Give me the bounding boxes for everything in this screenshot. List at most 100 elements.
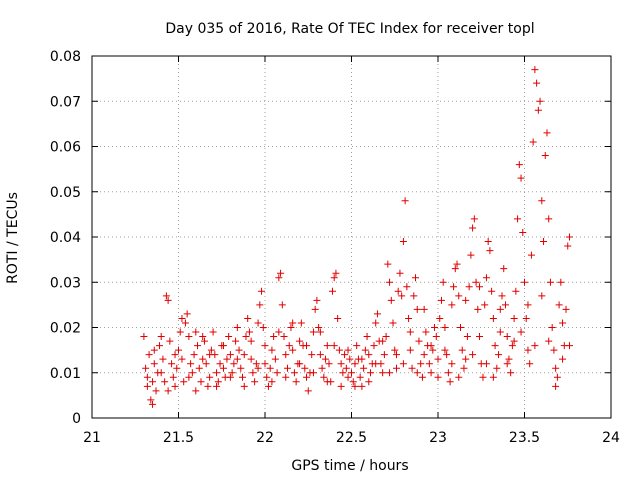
y-tick-label: 0.04 — [50, 230, 81, 246]
data-point — [181, 319, 189, 327]
data-point — [192, 328, 200, 336]
data-point — [399, 238, 407, 246]
data-point — [427, 342, 435, 350]
data-point — [303, 342, 311, 350]
data-point — [392, 364, 400, 372]
data-point — [536, 97, 544, 105]
data-point — [309, 369, 317, 377]
data-point — [510, 337, 518, 345]
data-point — [463, 333, 471, 341]
data-point — [353, 342, 361, 350]
data-point — [164, 296, 172, 304]
data-point — [271, 355, 279, 363]
data-point — [155, 342, 163, 350]
data-point — [268, 378, 276, 386]
data-point — [456, 324, 464, 331]
data-point — [244, 314, 252, 322]
x-tick-label: 23.5 — [509, 430, 540, 446]
data-point — [392, 351, 400, 359]
data-point — [240, 351, 248, 359]
data-point — [261, 360, 269, 368]
data-point — [289, 346, 297, 354]
data-point — [149, 400, 157, 408]
data-point — [171, 351, 179, 359]
data-point — [142, 364, 150, 372]
data-point — [263, 373, 271, 381]
data-point — [372, 360, 380, 368]
data-point — [199, 355, 207, 363]
data-point — [425, 360, 433, 368]
data-point — [562, 305, 570, 313]
data-point — [207, 346, 215, 354]
data-point — [470, 215, 478, 223]
data-point — [282, 351, 290, 359]
data-point — [190, 351, 198, 359]
data-point — [192, 387, 200, 395]
data-point — [495, 351, 503, 359]
data-point — [169, 373, 177, 381]
data-point — [444, 369, 452, 377]
data-point — [297, 319, 305, 327]
data-point — [427, 369, 435, 377]
data-point — [251, 378, 259, 386]
data-point — [527, 251, 535, 259]
data-point — [541, 152, 549, 160]
data-point — [143, 373, 151, 381]
data-point — [500, 265, 508, 273]
y-tick-label: 0.03 — [50, 275, 81, 291]
data-point — [526, 360, 534, 368]
data-point — [389, 319, 397, 327]
data-point — [401, 197, 409, 205]
x-tick-labels: 21 21.5 22 22.5 23 23.5 24 — [83, 430, 620, 446]
data-point — [278, 301, 286, 309]
data-point — [337, 382, 345, 390]
data-point — [323, 342, 331, 350]
data-point — [143, 382, 151, 390]
data-point — [540, 238, 548, 246]
data-point — [524, 346, 532, 354]
data-point — [361, 346, 369, 354]
data-point — [150, 346, 158, 354]
data-point — [342, 364, 350, 372]
data-point — [289, 319, 297, 327]
data-point — [178, 355, 186, 363]
data-point — [403, 283, 411, 291]
data-point — [399, 360, 407, 368]
data-point — [341, 351, 349, 359]
data-point — [443, 351, 451, 359]
data-point — [185, 333, 193, 341]
data-point — [334, 314, 342, 322]
data-point — [178, 314, 186, 322]
data-point — [200, 337, 208, 345]
data-point — [482, 360, 490, 368]
data-point — [501, 301, 509, 309]
data-point — [233, 355, 241, 363]
data-point — [559, 319, 567, 327]
data-point — [252, 360, 260, 368]
data-point — [197, 378, 205, 386]
data-point — [206, 351, 214, 359]
data-point — [387, 296, 395, 304]
data-point — [247, 355, 255, 363]
data-point — [367, 369, 375, 377]
data-point — [380, 351, 388, 359]
data-point — [434, 355, 442, 363]
data-point — [396, 269, 404, 277]
data-point — [379, 337, 387, 345]
data-point — [455, 292, 463, 300]
data-point — [275, 274, 283, 282]
data-point — [213, 382, 221, 390]
data-point — [437, 296, 445, 304]
x-tick-label: 24 — [602, 430, 620, 446]
data-point — [188, 369, 196, 377]
data-point — [296, 360, 304, 368]
data-point — [462, 296, 470, 304]
data-point — [230, 360, 238, 368]
data-point — [486, 247, 494, 255]
data-point — [384, 260, 392, 268]
data-point — [309, 328, 317, 336]
data-point — [337, 360, 345, 368]
data-point — [149, 378, 157, 386]
data-point — [285, 342, 293, 350]
data-point — [410, 292, 418, 300]
